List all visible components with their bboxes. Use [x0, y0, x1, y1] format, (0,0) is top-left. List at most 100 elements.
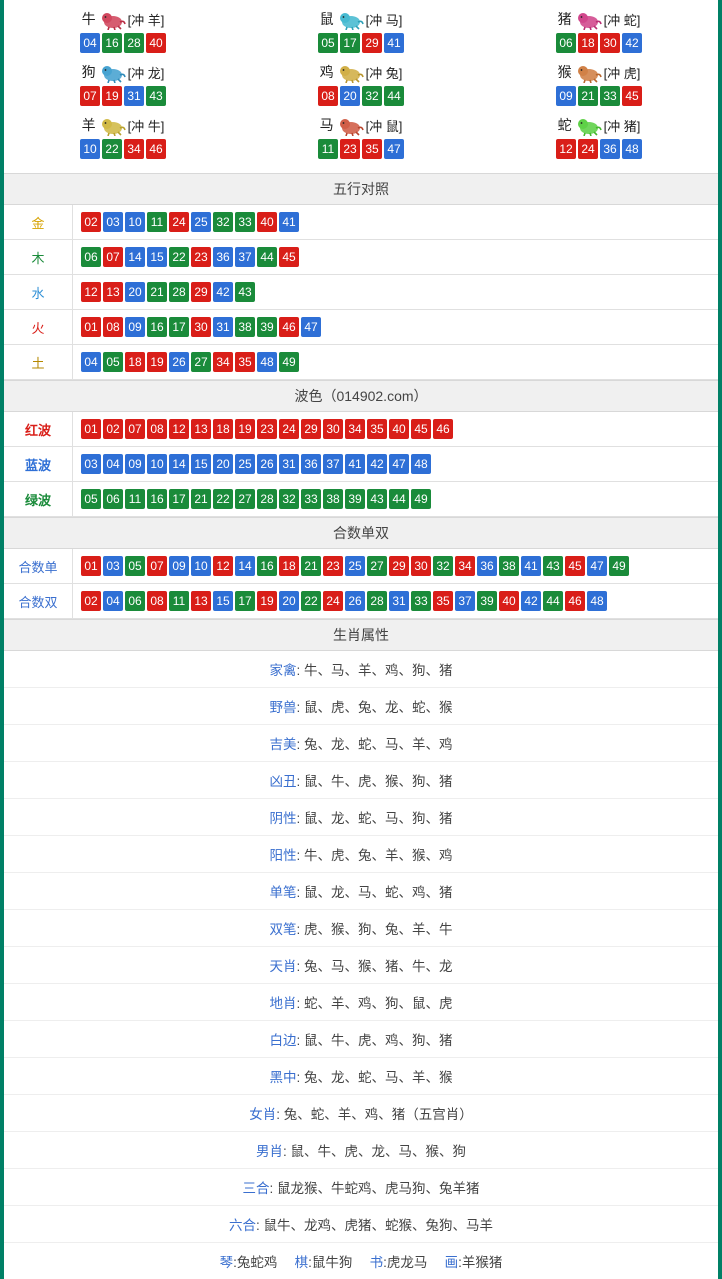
attribute-label: 阳性 — [269, 848, 296, 863]
bottom-combo: 棋:鼠牛狗 — [295, 1255, 353, 1270]
number-ball: 20 — [213, 454, 233, 474]
number-ball: 27 — [367, 556, 387, 576]
number-ball: 37 — [455, 591, 475, 611]
number-ball: 30 — [191, 317, 211, 337]
number-ball: 01 — [81, 556, 101, 576]
attribute-label: 凶丑 — [269, 774, 296, 789]
attribute-row: 男肖: 鼠、牛、虎、龙、马、猴、狗 — [4, 1132, 718, 1169]
number-ball: 07 — [103, 247, 123, 267]
zodiac-cell: 羊 [冲 牛] 10223446 — [4, 110, 242, 163]
number-ball: 30 — [323, 419, 343, 439]
zodiac-clash: [冲 虎] — [604, 63, 641, 82]
animal-icon — [574, 61, 602, 83]
animal-icon — [336, 8, 364, 30]
number-ball: 21 — [301, 556, 321, 576]
row-label: 绿波 — [4, 482, 73, 517]
number-ball: 40 — [146, 33, 166, 53]
number-ball: 04 — [103, 591, 123, 611]
number-ball: 46 — [565, 591, 585, 611]
row-label: 红波 — [4, 412, 73, 447]
number-ball: 31 — [213, 317, 233, 337]
number-ball: 14 — [169, 454, 189, 474]
number-ball: 09 — [556, 86, 576, 106]
number-ball: 36 — [600, 139, 620, 159]
number-ball: 32 — [362, 86, 382, 106]
number-ball: 49 — [609, 556, 629, 576]
attribute-label: 吉美 — [269, 737, 296, 752]
zodiac-grid: 牛 [冲 羊] 04162840 鼠 [冲 马] 05172941 猪 [冲 蛇 — [4, 0, 718, 173]
zodiac-name: 狗 — [82, 62, 96, 82]
zodiac-clash: [冲 兔] — [366, 63, 403, 82]
zodiac-title: 猴 [冲 虎] — [480, 61, 718, 83]
number-ball: 23 — [257, 419, 277, 439]
number-ball: 42 — [213, 282, 233, 302]
wuxing-table: 金 02031011242532334041 木 060714152223363… — [4, 205, 718, 380]
zodiac-balls: 10223446 — [4, 139, 242, 159]
attribute-row: 吉美: 兔、龙、蛇、马、羊、鸡 — [4, 725, 718, 762]
attribute-value: : 虎、猴、狗、兔、羊、牛 — [296, 922, 452, 937]
number-ball: 25 — [235, 454, 255, 474]
row-label: 水 — [4, 275, 73, 310]
animal-icon — [336, 114, 364, 136]
attribute-value: : 鼠、龙、马、蛇、鸡、猪 — [296, 885, 452, 900]
number-ball: 46 — [279, 317, 299, 337]
zodiac-name: 鸡 — [320, 62, 334, 82]
attribute-label: 女肖 — [249, 1107, 276, 1122]
number-ball: 32 — [433, 556, 453, 576]
row-balls: 03040910141520252631363741424748 — [73, 447, 719, 482]
number-ball: 26 — [257, 454, 277, 474]
row-balls: 0108091617303138394647 — [73, 310, 719, 345]
number-ball: 02 — [81, 212, 101, 232]
number-ball: 26 — [169, 352, 189, 372]
number-ball: 29 — [389, 556, 409, 576]
number-ball: 22 — [301, 591, 321, 611]
number-ball: 13 — [191, 419, 211, 439]
number-ball: 38 — [235, 317, 255, 337]
number-ball: 06 — [103, 489, 123, 509]
table-row: 绿波 05061116172122272832333839434449 — [4, 482, 718, 517]
number-ball: 31 — [389, 591, 409, 611]
attribute-label: 单笔 — [269, 885, 296, 900]
zodiac-title: 马 [冲 鼠] — [242, 114, 480, 136]
zodiac-cell: 猴 [冲 虎] 09213345 — [480, 57, 718, 110]
number-ball: 49 — [279, 352, 299, 372]
attribute-label: 男肖 — [256, 1144, 283, 1159]
number-ball: 34 — [124, 139, 144, 159]
number-ball: 18 — [578, 33, 598, 53]
number-ball: 14 — [125, 247, 145, 267]
zodiac-name: 羊 — [82, 115, 96, 135]
number-ball: 16 — [102, 33, 122, 53]
number-ball: 03 — [81, 454, 101, 474]
row-balls: 1213202128294243 — [73, 275, 719, 310]
number-ball: 21 — [578, 86, 598, 106]
table-row: 合数双 020406081113151719202224262831333537… — [4, 584, 718, 619]
zodiac-title: 猪 [冲 蛇] — [480, 8, 718, 30]
number-ball: 21 — [147, 282, 167, 302]
attribute-value: : 鼠、牛、虎、猴、狗、猪 — [296, 774, 452, 789]
number-ball: 41 — [521, 556, 541, 576]
number-ball: 30 — [600, 33, 620, 53]
attribute-label: 白边 — [269, 1033, 296, 1048]
row-label: 金 — [4, 205, 73, 240]
number-ball: 15 — [191, 454, 211, 474]
number-ball: 02 — [103, 419, 123, 439]
number-ball: 13 — [103, 282, 123, 302]
number-ball: 33 — [301, 489, 321, 509]
zodiac-cell: 鼠 [冲 马] 05172941 — [242, 4, 480, 57]
attribute-label: 天肖 — [269, 959, 296, 974]
number-ball: 35 — [235, 352, 255, 372]
number-ball: 14 — [235, 556, 255, 576]
row-balls: 02031011242532334041 — [73, 205, 719, 240]
attribute-value: : 鼠、龙、蛇、马、狗、猪 — [296, 811, 452, 826]
row-balls: 0103050709101214161821232527293032343638… — [73, 549, 719, 584]
number-ball: 31 — [279, 454, 299, 474]
table-row: 红波 0102070812131819232429303435404546 — [4, 412, 718, 447]
number-ball: 42 — [521, 591, 541, 611]
number-ball: 13 — [191, 591, 211, 611]
number-ball: 24 — [279, 419, 299, 439]
number-ball: 32 — [213, 212, 233, 232]
table-row: 木 06071415222336374445 — [4, 240, 718, 275]
zodiac-cell: 鸡 [冲 兔] 08203244 — [242, 57, 480, 110]
animal-icon — [574, 114, 602, 136]
number-ball: 37 — [323, 454, 343, 474]
